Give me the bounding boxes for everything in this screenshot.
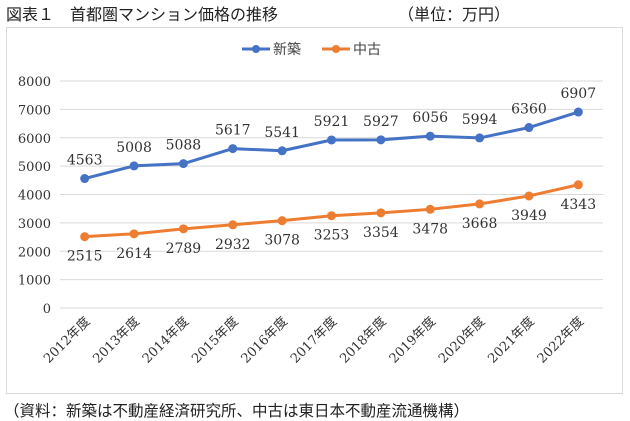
data-point	[573, 180, 583, 190]
source-note: （資料：新築は不動産経済研究所、中古は東日本不動産流通機構）	[4, 402, 470, 420]
data-point	[80, 174, 90, 184]
chart-title: 図表１ 首都圏マンション価格の推移	[6, 5, 279, 24]
x-tick-label: 2013年度	[90, 314, 143, 367]
x-tick-label: 2014年度	[139, 314, 192, 367]
y-tick-label: 3000	[18, 217, 51, 232]
unit-label: （単位：万円）	[398, 5, 511, 24]
y-tick-label: 7000	[18, 103, 51, 118]
data-point	[327, 135, 336, 145]
data-point	[425, 131, 435, 141]
data-label: 2932	[215, 237, 251, 253]
data-label: 5617	[215, 123, 251, 139]
legend-label-0: 新築	[273, 42, 301, 58]
data-point	[376, 135, 386, 145]
legend-marker-0	[252, 45, 260, 53]
data-label: 2789	[166, 241, 202, 257]
data-label: 5994	[462, 112, 498, 128]
x-tick-label: 2018年度	[337, 314, 390, 367]
chart-frame	[6, 27, 623, 394]
data-point	[524, 191, 534, 201]
y-tick-label: 8000	[18, 75, 51, 90]
data-label: 6360	[511, 102, 547, 118]
data-label: 3949	[511, 208, 547, 224]
data-point	[178, 224, 188, 234]
x-tick-label: 2012年度	[40, 314, 93, 367]
data-label: 5927	[363, 114, 399, 130]
data-label: 5541	[264, 125, 300, 141]
data-point	[228, 220, 238, 230]
data-label: 2515	[67, 249, 103, 265]
y-tick-label: 1000	[18, 274, 51, 289]
data-point	[524, 123, 534, 133]
data-label: 6907	[560, 86, 596, 102]
data-point	[425, 204, 435, 214]
data-point	[327, 211, 336, 221]
data-point	[178, 159, 188, 169]
data-point	[277, 216, 287, 226]
data-point	[376, 208, 386, 218]
x-tick-label: 2019年度	[386, 314, 439, 367]
y-tick-label: 0	[43, 302, 51, 317]
data-point	[475, 133, 485, 143]
x-tick-label: 2015年度	[189, 314, 242, 367]
data-label: 6056	[412, 110, 448, 126]
y-tick-label: 2000	[18, 245, 51, 260]
legend-label-1: 中古	[353, 42, 381, 58]
data-label: 3354	[363, 225, 399, 241]
data-point	[228, 144, 238, 154]
data-label: 4563	[67, 153, 103, 169]
y-tick-label: 4000	[18, 189, 51, 204]
data-point	[475, 199, 485, 209]
data-point	[129, 229, 139, 239]
data-point	[277, 146, 287, 156]
legend-marker-1	[332, 45, 340, 53]
data-label: 5921	[314, 114, 350, 130]
data-point	[129, 161, 139, 171]
data-label: 2614	[116, 246, 152, 262]
data-label: 3668	[462, 216, 498, 232]
x-tick-label: 2021年度	[485, 314, 538, 367]
data-label: 5008	[116, 140, 152, 156]
data-label: 3078	[264, 233, 300, 249]
data-point	[80, 232, 90, 242]
data-point	[573, 107, 583, 117]
x-tick-label: 2020年度	[435, 314, 488, 367]
x-tick-label: 2022年度	[534, 314, 587, 367]
x-tick-label: 2017年度	[287, 314, 340, 367]
y-tick-label: 6000	[18, 132, 51, 147]
data-label: 4343	[560, 197, 596, 213]
data-label: 3253	[314, 228, 350, 244]
y-tick-label: 5000	[18, 160, 51, 175]
data-label: 5088	[166, 138, 202, 154]
data-label: 3478	[412, 221, 448, 237]
x-tick-label: 2016年度	[238, 314, 291, 367]
